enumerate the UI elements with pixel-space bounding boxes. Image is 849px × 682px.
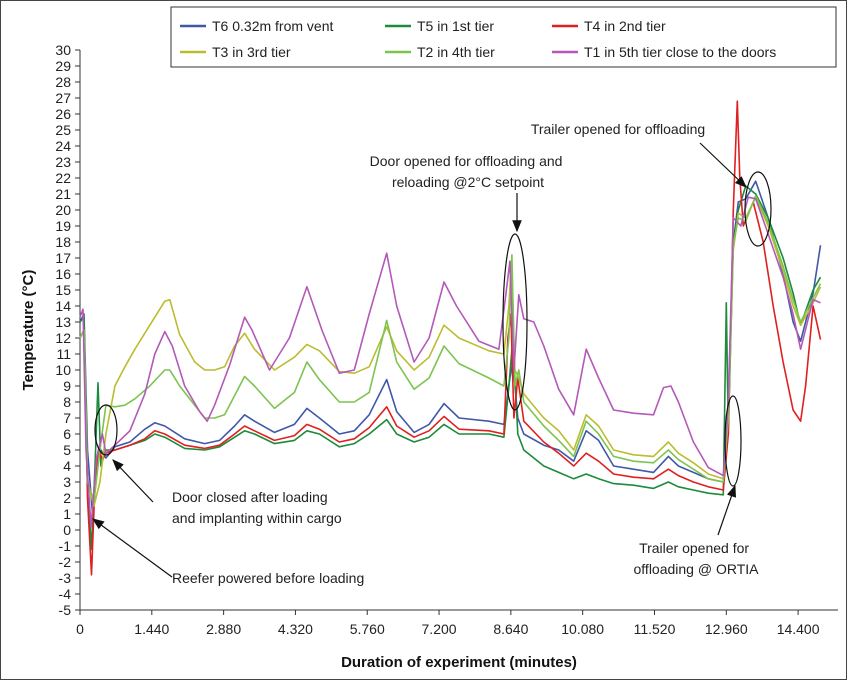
- y-tick-label: 12: [55, 330, 71, 346]
- annotation-door-opened-line-2: reloading @2°C setpoint: [392, 174, 544, 190]
- y-tick-label: -2: [59, 554, 72, 570]
- y-tick-label: -1: [59, 538, 72, 554]
- annotation-ortia: Trailer opened for offloading @ ORTIA: [634, 540, 760, 577]
- y-tick-label: 2: [63, 490, 71, 506]
- y-tick-label: 24: [55, 138, 71, 154]
- annotation-ortia-line-2: offloading @ ORTIA: [634, 561, 760, 577]
- y-tick-label: -3: [59, 570, 72, 586]
- y-tick-label: 21: [55, 186, 71, 202]
- annotation-door-closed-line-1: Door closed after loading: [172, 489, 328, 505]
- series-line-3: [79, 100, 822, 576]
- y-tick-label: 13: [55, 314, 71, 330]
- x-tick-label: 5.760: [350, 621, 385, 637]
- series-line-6: [79, 196, 821, 528]
- y-tick-label: 29: [55, 58, 71, 74]
- legend-label: T5 in 1st tier: [417, 18, 494, 34]
- y-tick-label: 5: [63, 442, 71, 458]
- x-tick-label: 8.640: [493, 621, 528, 637]
- y-tick-label: 11: [56, 346, 71, 362]
- annotation-offloading-line-1: Trailer opened for offloading: [531, 121, 705, 137]
- annotation-reefer: Reefer powered before loading: [172, 570, 364, 586]
- x-tick-label: 1.440: [134, 621, 169, 637]
- y-tick-label: 27: [55, 90, 71, 106]
- y-tick-label: 18: [55, 234, 71, 250]
- series-line-1: [79, 180, 822, 515]
- legend-label: T1 in 5th tier close to the doors: [584, 44, 776, 60]
- y-tick-label: 8: [63, 394, 71, 410]
- y-tick-label: 20: [55, 202, 71, 218]
- series-line-4: [79, 196, 822, 507]
- annotation-ellipse-initial: [94, 404, 118, 456]
- y-tick-label: 23: [55, 154, 71, 170]
- legend-label: T2 in 4th tier: [417, 44, 495, 60]
- y-tick-label: 4: [63, 458, 71, 474]
- x-tick-label: 11.520: [634, 621, 676, 637]
- annotation-door-closed-line-2: and implanting within cargo: [172, 510, 342, 526]
- x-tick-label: 12.960: [705, 621, 748, 637]
- y-tick-label: 26: [55, 106, 71, 122]
- annotation-ellipse-offloading: [744, 171, 772, 247]
- annotation-ortia-line-1: Trailer opened for: [639, 540, 749, 556]
- legend-label: T4 in 2nd tier: [584, 18, 666, 34]
- y-tick-label: -5: [59, 602, 72, 618]
- y-tick-label: 19: [55, 218, 71, 234]
- x-tick-label: 4.320: [278, 621, 313, 637]
- series-group: [79, 100, 822, 576]
- y-tick-label: 9: [63, 378, 71, 394]
- x-tick-label: 0: [76, 621, 84, 637]
- y-tick-label: -4: [59, 586, 72, 602]
- y-tick-label: 14: [55, 298, 71, 314]
- annotation-offloading: Trailer opened for offloading: [531, 121, 705, 137]
- y-tick-label: 0: [63, 522, 71, 538]
- y-tick-label: 15: [55, 282, 71, 298]
- x-tick-group: 0 1.440 2.880 4.320 5.760 7.200 8.640 10.080 11.…: [76, 610, 820, 637]
- annotation-door-opened-line-1: Door opened for offloading and: [370, 153, 563, 169]
- y-tick-label: 6: [63, 426, 71, 442]
- series-line-2: [79, 185, 822, 550]
- annotation-arrow-ortia: [717, 484, 736, 536]
- x-tick-label: 10.080: [561, 621, 604, 637]
- y-tick-label: 30: [55, 42, 71, 58]
- y-tick-label: 25: [55, 122, 71, 138]
- y-tick-label: 3: [63, 474, 71, 490]
- legend-label: T3 in 3rd tier: [212, 44, 291, 60]
- legend-box: [170, 6, 837, 68]
- y-axis-title: Temperature (°C): [20, 270, 37, 391]
- y-tick-group: -5-4-3-2-1012345678910111213141516171819…: [55, 42, 80, 618]
- y-tick-label: 17: [55, 250, 71, 266]
- x-axis-title: Duration of experiment (minutes): [341, 654, 577, 671]
- x-tick-label: 7.200: [422, 621, 457, 637]
- annotation-ellipse-door-opened: [502, 233, 528, 411]
- annotation-arrow-offloading: [699, 142, 747, 188]
- y-tick-label: 1: [63, 506, 71, 522]
- annotation-door-opened: Door opened for offloading and reloading…: [370, 153, 567, 190]
- y-tick-label: 7: [63, 410, 71, 426]
- x-tick-label: 2.880: [206, 621, 241, 637]
- annotation-arrow-reefer: [92, 518, 173, 578]
- annotation-door-closed: Door closed after loading and implanting…: [172, 489, 342, 526]
- y-tick-label: 16: [55, 266, 71, 282]
- x-tick-label: 14.400: [777, 621, 820, 637]
- annotation-arrow-door-closed: [112, 459, 154, 503]
- series-line-5: [79, 194, 822, 502]
- y-tick-label: 28: [55, 74, 71, 90]
- legend: T6 0.32m from vent T5 in 1st tier T4 in 2n…: [170, 6, 837, 68]
- y-tick-label: 10: [55, 362, 71, 378]
- legend-label: T6 0.32m from vent: [212, 18, 333, 34]
- y-tick-label: 22: [55, 170, 71, 186]
